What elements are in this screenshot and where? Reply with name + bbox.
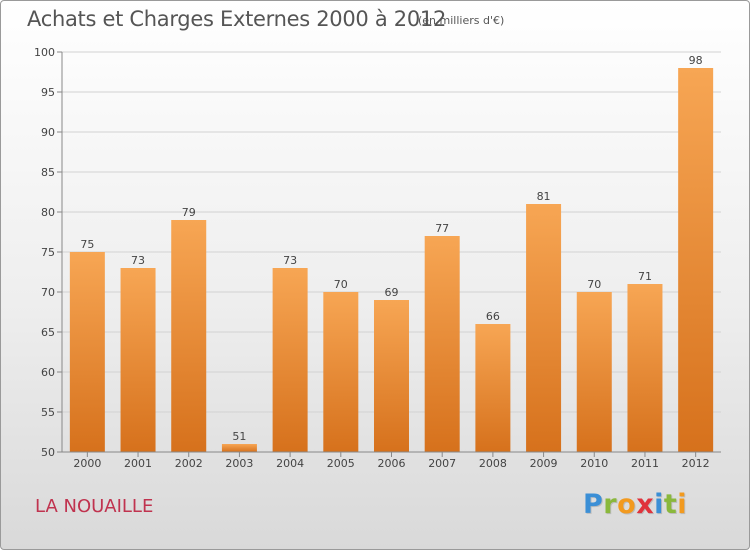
- logo-letter: P: [583, 489, 604, 520]
- bars: [69, 68, 714, 452]
- x-tick-label: 2004: [276, 457, 304, 470]
- data-label: 51: [232, 430, 246, 443]
- axes: [57, 51, 721, 457]
- x-tick-label: 2010: [580, 457, 608, 470]
- x-tick-label: 2011: [631, 457, 659, 470]
- x-tick-label: 2008: [479, 457, 507, 470]
- bar: [678, 68, 714, 452]
- x-tick-label: 2006: [378, 457, 406, 470]
- bar: [374, 300, 409, 452]
- bar: [323, 292, 359, 452]
- data-label: 75: [80, 238, 94, 251]
- bar: [627, 284, 663, 452]
- data-label: 81: [537, 190, 551, 203]
- y-tick-label: 60: [41, 366, 55, 379]
- chart-unit: (en milliers d'€): [418, 14, 505, 27]
- x-tick-label: 2009: [530, 457, 558, 470]
- logo-letter: t: [663, 489, 678, 520]
- x-tick-label: 2012: [682, 457, 710, 470]
- bar: [69, 252, 105, 452]
- y-tick-label: 70: [41, 286, 55, 299]
- y-tick-label: 95: [41, 86, 55, 99]
- data-label: 71: [638, 270, 652, 283]
- y-tick-label: 90: [41, 126, 55, 139]
- data-label: 66: [486, 310, 500, 323]
- place-name: LA NOUAILLE: [35, 496, 154, 517]
- y-tick-label: 65: [41, 326, 55, 339]
- x-tick-label: 2003: [225, 457, 253, 470]
- y-tick-label: 80: [41, 206, 55, 219]
- data-label: 73: [283, 254, 297, 267]
- y-tick-label: 100: [34, 46, 55, 59]
- bar: [171, 220, 207, 452]
- bar: [475, 324, 511, 452]
- data-label: 70: [587, 278, 601, 291]
- logo-letter: o: [617, 489, 637, 520]
- data-label: 73: [131, 254, 145, 267]
- bar: [526, 204, 562, 452]
- bar: [576, 292, 612, 452]
- logo-letter: r: [603, 489, 618, 520]
- bar: [221, 444, 257, 452]
- y-tick-label: 55: [41, 406, 55, 419]
- data-label: 70: [334, 278, 348, 291]
- data-label: 77: [435, 222, 449, 235]
- data-label: 79: [182, 206, 196, 219]
- proxiti-logo: Proxiti: [583, 489, 687, 520]
- chart-title: Achats et Charges Externes 2000 à 2012: [27, 7, 447, 31]
- bar: [272, 268, 308, 452]
- x-tick-label: 2005: [327, 457, 355, 470]
- y-tick-label: 50: [41, 446, 55, 459]
- data-label: 98: [689, 54, 703, 67]
- data-label: 69: [385, 286, 399, 299]
- logo-letter: x: [636, 489, 655, 520]
- y-tick-label: 85: [41, 166, 55, 179]
- x-tick-label: 2002: [175, 457, 203, 470]
- x-tick-label: 2007: [428, 457, 456, 470]
- x-tick-label: 2001: [124, 457, 152, 470]
- labels: 50 55 60 65 70 75 80 85 90 95 100 2000 75 2001 73 2002 7…: [34, 46, 710, 470]
- x-tick-label: 2000: [73, 457, 101, 470]
- logo-letter: i: [677, 489, 688, 520]
- logo-letter: i: [654, 489, 664, 520]
- bar: [424, 236, 460, 452]
- y-tick-label: 75: [41, 246, 55, 259]
- bar: [120, 268, 156, 452]
